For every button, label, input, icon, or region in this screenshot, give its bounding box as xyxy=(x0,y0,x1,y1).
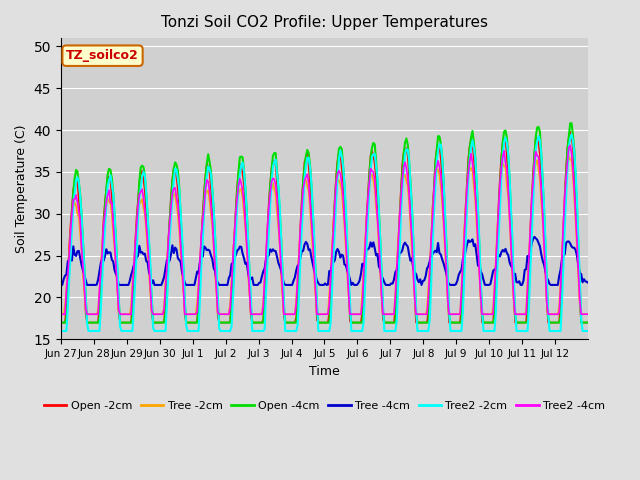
Open -2cm xyxy=(584,320,592,325)
Text: TZ_soilco2: TZ_soilco2 xyxy=(66,49,139,62)
Tree -2cm xyxy=(511,312,519,317)
Tree -4cm xyxy=(57,282,65,288)
Tree -4cm xyxy=(531,234,538,240)
Open -4cm xyxy=(75,180,83,186)
Open -4cm xyxy=(57,320,65,325)
Tree -2cm xyxy=(57,312,65,317)
Tree2 -4cm xyxy=(584,312,592,317)
Tree2 -4cm xyxy=(328,249,336,255)
Open -2cm xyxy=(511,320,519,325)
Tree2 -4cm xyxy=(57,312,65,317)
Line: Tree2 -4cm: Tree2 -4cm xyxy=(61,145,588,314)
Tree2 -2cm xyxy=(511,307,519,313)
Tree -4cm xyxy=(582,278,589,284)
Tree2 -2cm xyxy=(582,328,589,334)
Tree2 -2cm xyxy=(75,179,83,185)
Tree -4cm xyxy=(511,271,519,276)
Line: Tree2 -2cm: Tree2 -2cm xyxy=(61,134,588,331)
Open -2cm xyxy=(75,196,83,202)
Line: Tree -2cm: Tree -2cm xyxy=(61,156,588,314)
Open -2cm xyxy=(433,147,440,153)
Tree -2cm xyxy=(75,215,83,220)
Tree -4cm xyxy=(92,282,99,288)
Tree2 -4cm xyxy=(511,312,519,317)
Open -4cm xyxy=(433,147,440,153)
Tree -2cm xyxy=(584,312,592,317)
Open -2cm xyxy=(328,249,336,254)
Y-axis label: Soil Temperature (C): Soil Temperature (C) xyxy=(15,124,28,253)
Open -2cm xyxy=(57,320,65,325)
Open -4cm xyxy=(328,264,336,269)
Line: Open -2cm: Open -2cm xyxy=(61,132,588,323)
Tree2 -4cm xyxy=(92,312,99,317)
Title: Tonzi Soil CO2 Profile: Upper Temperatures: Tonzi Soil CO2 Profile: Upper Temperatur… xyxy=(161,15,488,30)
Open -4cm xyxy=(582,320,589,325)
Open -4cm xyxy=(584,320,592,325)
Tree2 -2cm xyxy=(433,159,440,165)
Open -2cm xyxy=(92,320,99,325)
Open -4cm xyxy=(566,120,574,126)
Open -2cm xyxy=(566,129,574,135)
Tree -4cm xyxy=(584,280,592,286)
Tree -2cm xyxy=(582,312,589,317)
Tree -4cm xyxy=(328,261,336,267)
Line: Open -4cm: Open -4cm xyxy=(61,123,588,323)
Tree2 -4cm xyxy=(582,312,589,317)
Tree -4cm xyxy=(75,248,83,254)
Open -4cm xyxy=(92,320,99,325)
Tree2 -4cm xyxy=(433,165,440,170)
Line: Tree -4cm: Tree -4cm xyxy=(61,237,588,285)
Tree2 -2cm xyxy=(57,328,65,334)
Tree2 -4cm xyxy=(75,208,83,214)
Open -2cm xyxy=(582,320,589,325)
Tree2 -4cm xyxy=(566,143,574,148)
Tree -2cm xyxy=(565,153,573,159)
Tree2 -2cm xyxy=(328,288,336,294)
Tree -4cm xyxy=(433,250,440,255)
Tree2 -2cm xyxy=(92,328,99,334)
Tree -2cm xyxy=(433,169,440,175)
X-axis label: Time: Time xyxy=(309,365,340,378)
Legend: Open -2cm, Tree -2cm, Open -4cm, Tree -4cm, Tree2 -2cm, Tree2 -4cm: Open -2cm, Tree -2cm, Open -4cm, Tree -4… xyxy=(40,396,609,415)
Tree -2cm xyxy=(328,245,336,251)
Open -4cm xyxy=(511,312,519,318)
Tree2 -2cm xyxy=(584,328,592,334)
Tree -2cm xyxy=(92,312,99,317)
Tree2 -2cm xyxy=(568,132,575,137)
